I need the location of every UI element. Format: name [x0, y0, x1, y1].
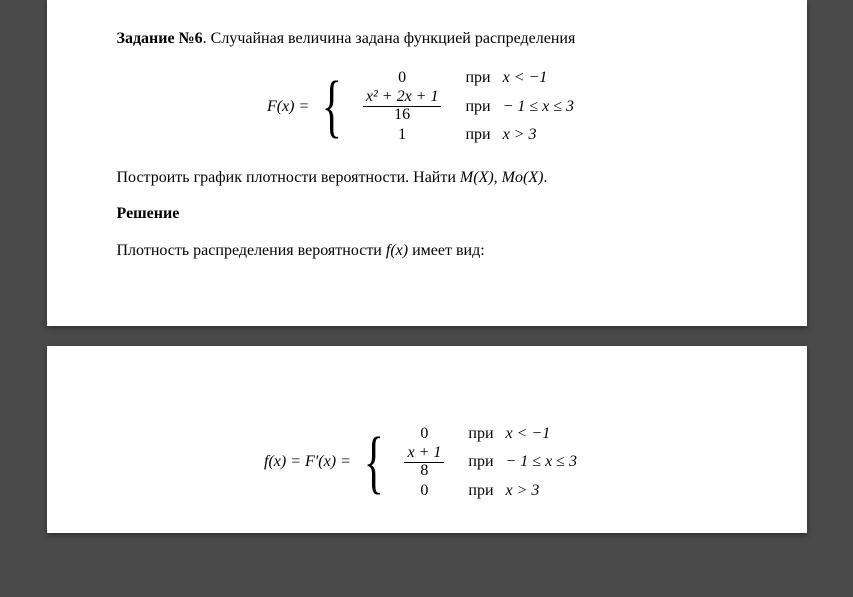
F-row-2-den: 16: [363, 107, 442, 124]
F-row-2: x² + 2x + 1 16 при − 1 ≤ x ≤ 3: [351, 88, 586, 125]
MoX: Mo(X): [502, 169, 544, 186]
f-row-2-pre: при: [468, 453, 493, 470]
build-graph-line: Построить график плотности вероятности. …: [117, 167, 737, 189]
f-row-3: 0 при x > 3: [392, 481, 589, 501]
F-row-3: 1 при x > 3: [351, 125, 586, 145]
F-row-2-math: − 1 ≤ x ≤ 3: [503, 98, 574, 115]
f-row-1: 0 при x < −1: [392, 424, 589, 444]
solution-label: Решение: [117, 203, 737, 225]
F-row-2-num: x² + 2x + 1: [363, 89, 442, 107]
F-row-2-pre: при: [465, 98, 490, 115]
task-line: Задание №6. Случайная величина задана фу…: [117, 28, 737, 50]
task-label: Задание №6: [117, 30, 203, 47]
page-1: Задание №6. Случайная величина задана фу…: [47, 0, 807, 326]
f-row-2-math: − 1 ≤ x ≤ 3: [506, 453, 577, 470]
period: .: [543, 169, 547, 186]
f-row-2-num: x + 1: [404, 445, 444, 463]
f-row-2: x + 1 8 при − 1 ≤ x ≤ 3: [392, 444, 589, 481]
comma: ,: [494, 169, 502, 186]
F-row-3-pre: при: [465, 126, 490, 143]
brace-left-2: {: [364, 431, 384, 494]
density-intro-b: имеет вид:: [408, 242, 485, 259]
f-row-3-pre: при: [468, 482, 493, 499]
F-definition: F(x) = { 0 при x < −1 x² + 2x + 1 16: [117, 68, 737, 145]
density-intro-a: Плотность распределения вероятности: [117, 242, 386, 259]
F-row-1-pre: при: [465, 69, 490, 86]
F-row-1-expr: 0: [398, 69, 406, 86]
MX: M(X): [460, 169, 494, 186]
f-row-2-frac: x + 1 8: [404, 445, 444, 480]
brace-left: {: [322, 75, 342, 138]
f-row-1-expr: 0: [420, 425, 428, 442]
f-row-1-pre: при: [468, 425, 493, 442]
F-row-1: 0 при x < −1: [351, 68, 586, 88]
f-row-1-math: x < −1: [506, 425, 551, 442]
F-lhs: F(x) =: [267, 98, 315, 116]
density-fx: f(x): [386, 242, 408, 259]
F-row-3-math: x > 3: [503, 126, 537, 143]
density-intro: Плотность распределения вероятности f(x)…: [117, 240, 737, 262]
f-row-3-expr: 0: [420, 482, 428, 499]
f-row-2-den: 8: [404, 463, 444, 480]
f-cases: 0 при x < −1 x + 1 8 при − 1 ≤ x ≤ 3: [392, 424, 589, 501]
page-2: f(x) = F′(x) = { 0 при x < −1 x + 1 8: [47, 346, 807, 533]
f-definition: f(x) = F′(x) = { 0 при x < −1 x + 1 8: [117, 424, 737, 501]
F-row-3-expr: 1: [398, 126, 406, 143]
task-prompt: . Случайная величина задана функцией рас…: [203, 30, 576, 47]
F-row-1-math: x < −1: [503, 69, 548, 86]
F-row-2-frac: x² + 2x + 1 16: [363, 89, 442, 124]
after-F-text: Построить график плотности вероятности. …: [117, 169, 460, 186]
f-lhs: f(x) = F′(x) =: [264, 453, 357, 471]
F-cases: 0 при x < −1 x² + 2x + 1 16 при − 1 ≤ x …: [351, 68, 586, 145]
f-row-3-math: x > 3: [506, 482, 540, 499]
